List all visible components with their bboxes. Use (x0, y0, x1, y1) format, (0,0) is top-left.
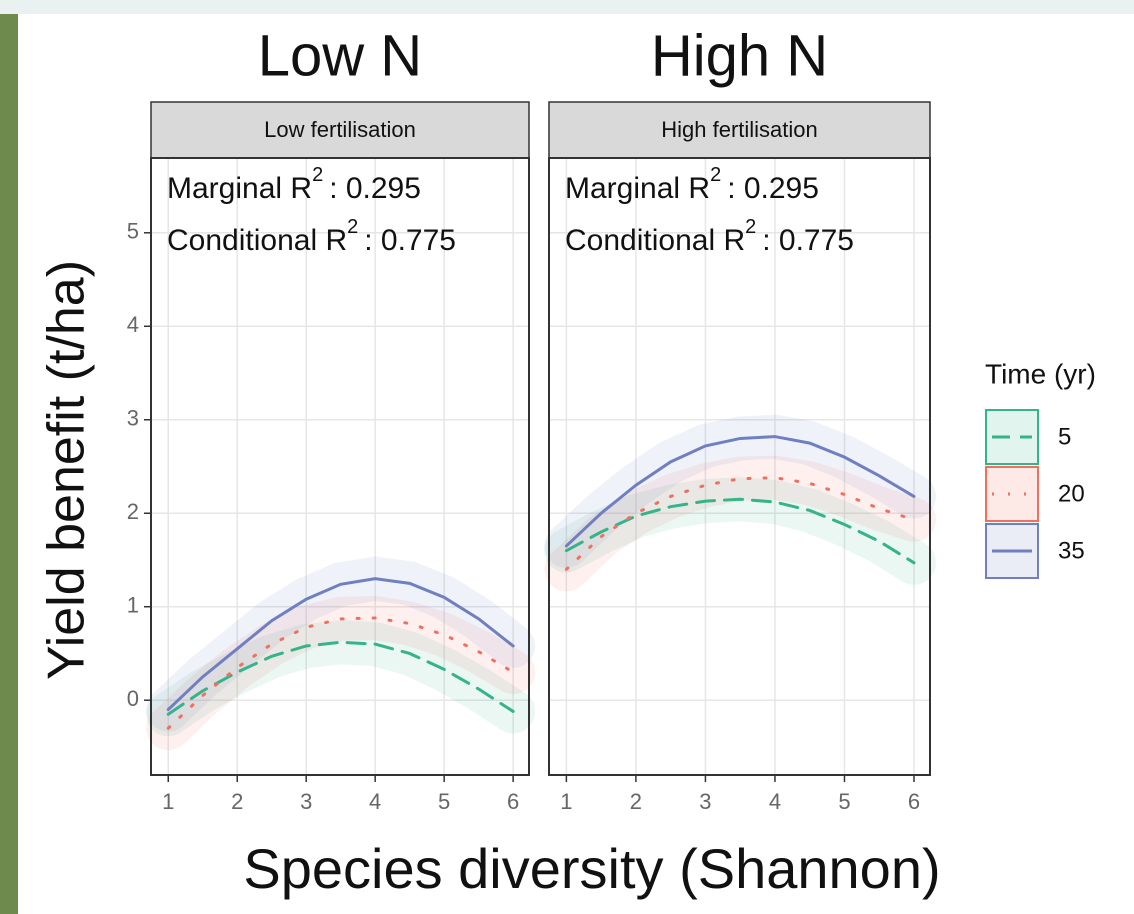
annotation-text: Conditional R (565, 224, 745, 257)
annotation-text: Conditional R (167, 224, 347, 257)
x-tick-label: 6 (507, 789, 519, 814)
photo-edge (0, 0, 1134, 14)
panel-border (150, 157, 530, 776)
x-tick-label: 4 (769, 789, 781, 814)
y-tick-label: 5 (127, 219, 139, 244)
panel-background (549, 158, 930, 775)
y-axis-label: Yield benefit (t/ha) (38, 260, 96, 680)
strip (150, 101, 530, 159)
annotation-text: Marginal R (167, 172, 312, 205)
annotation-text: : 0.295 (727, 172, 819, 205)
annotation-text: Marginal R (565, 172, 710, 205)
line (564, 497, 916, 565)
strip-label: High fertilisation (661, 117, 818, 142)
y-tick-label: 0 (127, 686, 139, 711)
x-tick-label: 4 (369, 789, 381, 814)
line (166, 577, 515, 712)
y-tick-label: 4 (127, 312, 139, 337)
legend-key (985, 466, 1039, 522)
x-tick-label: 2 (231, 789, 243, 814)
legend-label: 5 (1058, 423, 1071, 450)
x-tick-label: 6 (908, 789, 920, 814)
strip (548, 101, 931, 159)
strip-label: Low fertilisation (264, 117, 416, 142)
x-tick-label: 3 (699, 789, 711, 814)
panel-border (548, 157, 931, 776)
annotation-superscript: 2 (745, 216, 756, 238)
annotation: Conditional R2 : 0.775 (167, 216, 456, 257)
x-tick-label: 5 (838, 789, 850, 814)
line (166, 616, 515, 730)
photo-edge (0, 0, 18, 914)
x-axis-label: Species diversity (Shannon) (243, 837, 940, 900)
annotation: Conditional R2 : 0.775 (565, 216, 854, 257)
annotation-text: : 0.295 (329, 172, 421, 205)
annotation-superscript: 2 (710, 164, 721, 186)
x-tick-label: 1 (162, 789, 174, 814)
annotation-text: : 0.775 (762, 224, 854, 257)
line (564, 435, 916, 548)
y-tick-label: 1 (127, 593, 139, 618)
x-tick-label: 2 (630, 789, 642, 814)
panel-background (151, 158, 529, 775)
annotation-text: : 0.775 (364, 224, 456, 257)
annotation: Marginal R2 : 0.295 (565, 164, 819, 205)
panel-title: High N (651, 23, 828, 88)
x-tick-label: 5 (438, 789, 450, 814)
y-tick-label: 3 (127, 406, 139, 431)
annotation-superscript: 2 (312, 164, 323, 186)
annotation: Marginal R2 : 0.295 (167, 164, 421, 205)
line (166, 640, 515, 716)
panel-title: Low N (258, 23, 422, 88)
legend-title: Time (yr) (985, 358, 1096, 389)
legend-label: 35 (1058, 537, 1085, 564)
annotation-superscript: 2 (347, 216, 358, 238)
x-tick-label: 3 (300, 789, 312, 814)
line (564, 476, 916, 571)
y-tick-label: 2 (127, 499, 139, 524)
legend-label: 20 (1058, 480, 1085, 507)
x-tick-label: 1 (560, 789, 572, 814)
